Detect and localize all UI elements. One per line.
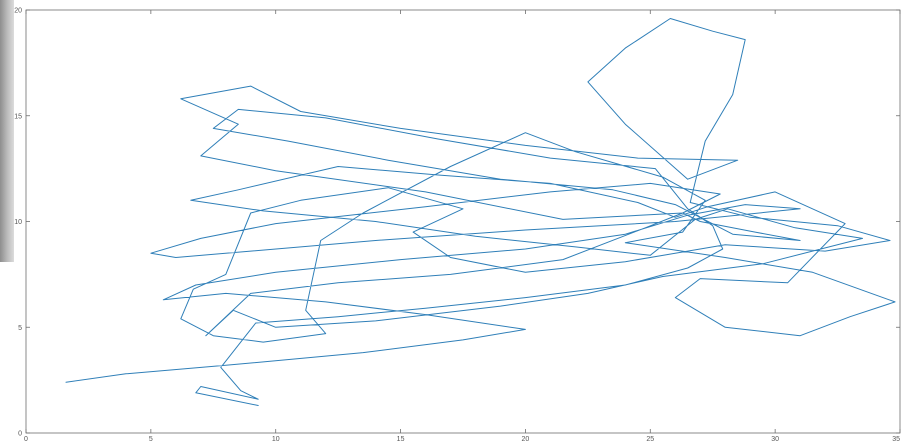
y-tick-label: 10 [14,219,22,226]
y-tick-label: 15 [14,113,22,120]
axes [25,9,901,434]
x-tick-label: 35 [892,436,900,443]
y-tick-label: 20 [14,8,22,15]
x-tick-label: 25 [646,436,654,443]
axis-ticks: 0 5 10 15 20 25 30 35 0 5 10 15 20 [14,8,901,443]
x-tick-label: 0 [24,436,28,443]
plot-frame [25,9,901,434]
x-tick-label: 15 [397,436,405,443]
series-group [65,18,896,406]
x-tick-label: 20 [522,436,530,443]
y-tick-label: 0 [18,431,22,438]
y-tick-label: 5 [18,325,22,332]
left-edge-photo-strip [0,0,14,262]
x-tick-label: 10 [272,436,280,443]
x-tick-label: 30 [771,436,779,443]
trajectory-series-line [65,18,896,406]
x-tick-label: 5 [149,436,153,443]
